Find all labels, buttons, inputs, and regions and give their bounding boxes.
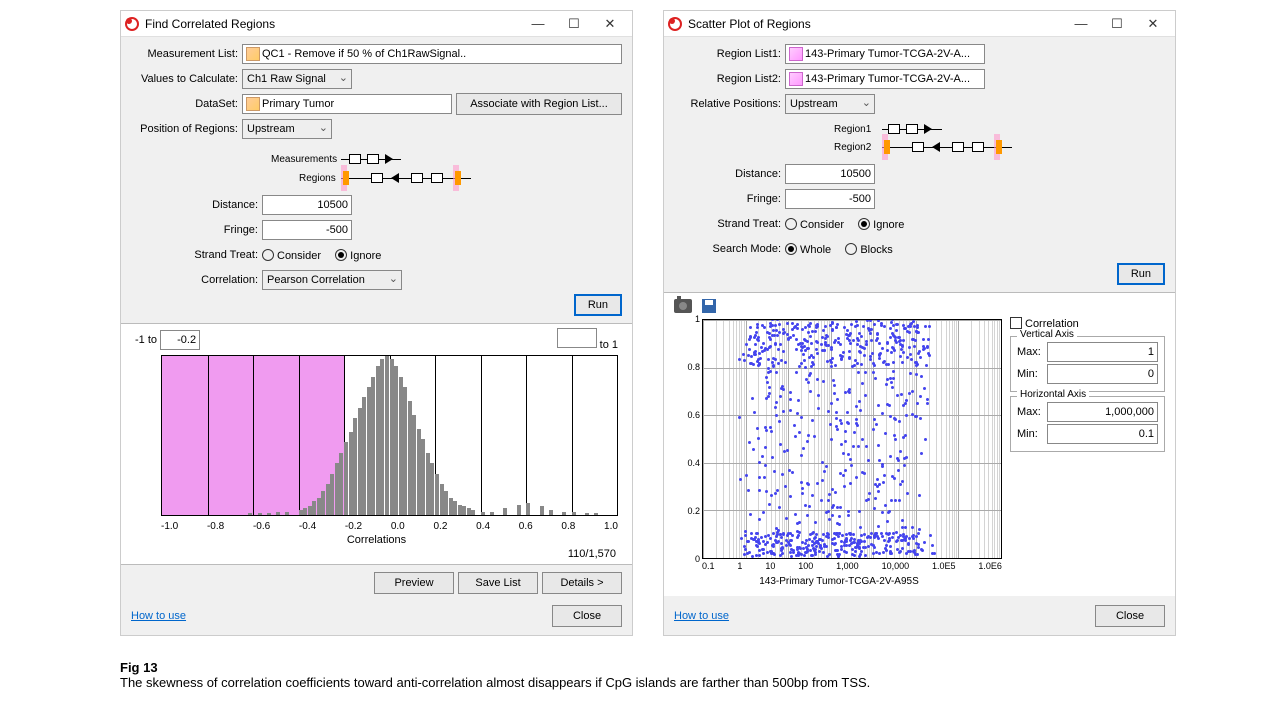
fringe-input[interactable]: -500: [262, 220, 352, 240]
save-list-button[interactable]: Save List: [458, 572, 538, 594]
details-button[interactable]: Details >: [542, 572, 622, 594]
correlation-checkbox[interactable]: [1010, 317, 1022, 329]
histogram-chart: Number of Pairs -1.0-0.8-0.6-0.4-0.20.00…: [131, 351, 622, 546]
region-list1-input[interactable]: 143-Primary Tumor-TCGA-2V-A...: [785, 44, 985, 64]
search-mode-label: Search Mode:: [674, 243, 781, 255]
values-to-calculate-label: Values to Calculate:: [131, 73, 238, 85]
app-icon: [668, 17, 682, 31]
run-button[interactable]: Run: [1117, 263, 1165, 285]
strand-treat-label: Strand Treat:: [674, 218, 781, 230]
measurement-list-input[interactable]: QC1 - Remove if 50 % of Ch1RawSignal..: [242, 44, 622, 64]
dataset-input[interactable]: Primary Tumor: [242, 94, 452, 114]
vert-max-input[interactable]: 1: [1047, 342, 1158, 362]
consider-radio[interactable]: Consider: [785, 218, 844, 231]
fringe-label: Fringe:: [674, 193, 781, 205]
close-icon[interactable]: ✕: [592, 12, 628, 36]
minimize-icon[interactable]: —: [1063, 12, 1099, 36]
figure-caption: Fig 13 The skewness of correlation coeff…: [120, 660, 1180, 690]
range-low-input[interactable]: -0.2: [160, 330, 200, 350]
pair-count: 110/1,570: [131, 546, 622, 562]
strand-treat-label: Strand Treat:: [131, 249, 258, 261]
minimize-icon[interactable]: —: [520, 12, 556, 36]
relative-positions-select[interactable]: Upstream: [785, 94, 875, 114]
horz-max-input[interactable]: 1,000,000: [1047, 402, 1158, 422]
maximize-icon[interactable]: ☐: [556, 12, 592, 36]
fringe-label: Fringe:: [131, 224, 258, 236]
find-correlated-regions-window: Find Correlated Regions — ☐ ✕ Measuremen…: [120, 10, 633, 636]
consider-radio[interactable]: Consider: [262, 249, 321, 262]
distance-label: Distance:: [131, 199, 258, 211]
how-to-use-link[interactable]: How to use: [674, 610, 729, 622]
camera-icon[interactable]: [674, 299, 692, 313]
vertical-axis-group: Vertical Axis Max:1 Min:0: [1010, 336, 1165, 392]
relative-positions-label: Relative Positions:: [674, 98, 781, 110]
save-icon[interactable]: [702, 299, 716, 313]
correlation-label: Correlation:: [131, 274, 258, 286]
dataset-label: DataSet:: [131, 98, 238, 110]
region-icon: [789, 47, 803, 61]
close-button[interactable]: Close: [552, 605, 622, 627]
maximize-icon[interactable]: ☐: [1099, 12, 1135, 36]
correlation-select[interactable]: Pearson Correlation: [262, 270, 402, 290]
ignore-radio[interactable]: Ignore: [335, 249, 381, 262]
distance-input[interactable]: 10500: [262, 195, 352, 215]
region-list2-input[interactable]: 143-Primary Tumor-TCGA-2V-A...: [785, 69, 985, 89]
close-icon[interactable]: ✕: [1135, 12, 1171, 36]
blocks-radio[interactable]: Blocks: [845, 243, 892, 256]
scatter-chart: 143-Primary Tumor-TCGA-2V-A95S 00.20.40.…: [674, 317, 1004, 587]
range-high-input[interactable]: [557, 328, 597, 348]
position-of-regions-label: Position of Regions:: [131, 123, 238, 135]
range-low-label: -1 to: [135, 334, 157, 346]
horizontal-axis-group: Horizontal Axis Max:1,000,000 Min:0.1: [1010, 396, 1165, 452]
region-diagram: Region1 Region2: [674, 118, 1165, 160]
whole-radio[interactable]: Whole: [785, 243, 831, 256]
how-to-use-link[interactable]: How to use: [131, 610, 186, 622]
distance-input[interactable]: 10500: [785, 164, 875, 184]
region-icon: [789, 72, 803, 86]
list-icon: [246, 47, 260, 61]
dataset-icon: [246, 97, 260, 111]
region-diagram: Measurements Regions: [131, 143, 622, 191]
values-to-calculate-select[interactable]: Ch1 Raw Signal: [242, 69, 352, 89]
range-high-label: to 1: [600, 339, 618, 351]
measurement-list-label: Measurement List:: [131, 48, 238, 60]
run-button[interactable]: Run: [574, 294, 622, 316]
region-list1-label: Region List1:: [674, 48, 781, 60]
preview-button[interactable]: Preview: [374, 572, 454, 594]
window-title: Find Correlated Regions: [145, 17, 520, 31]
app-icon: [125, 17, 139, 31]
scatter-plot-window: Scatter Plot of Regions — ☐ ✕ Region Lis…: [663, 10, 1176, 636]
region-list2-label: Region List2:: [674, 73, 781, 85]
window-title: Scatter Plot of Regions: [688, 17, 1063, 31]
close-button[interactable]: Close: [1095, 605, 1165, 627]
vert-min-input[interactable]: 0: [1047, 364, 1158, 384]
ignore-radio[interactable]: Ignore: [858, 218, 904, 231]
fringe-input[interactable]: -500: [785, 189, 875, 209]
horz-min-input[interactable]: 0.1: [1047, 424, 1158, 444]
distance-label: Distance:: [674, 168, 781, 180]
associate-region-list-button[interactable]: Associate with Region List...: [456, 93, 622, 115]
position-of-regions-select[interactable]: Upstream: [242, 119, 332, 139]
